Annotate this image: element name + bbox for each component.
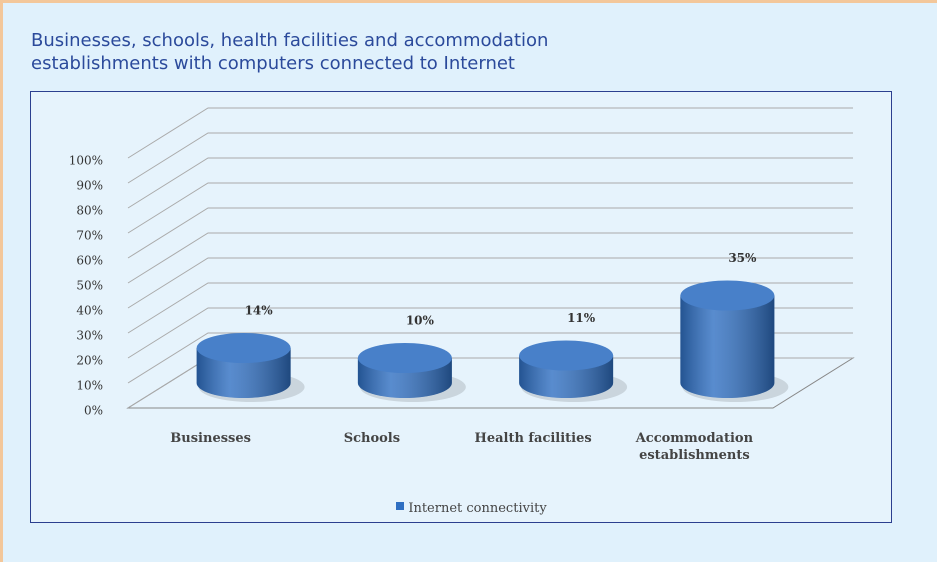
x-tick-label: Businesses [170,431,251,446]
grid-line [127,257,853,309]
value-label: 14% [245,304,274,318]
cylinder-top [680,280,775,311]
grid-line [127,282,853,334]
grid-line [127,332,853,384]
y-tick-label: 20% [76,354,103,368]
cylinder [519,340,628,402]
cylinder-top [196,333,291,363]
value-label: 10% [406,314,435,328]
cylinder-top [519,340,614,371]
x-tick-label: Schools [343,431,401,446]
y-tick-label: 30% [76,329,103,343]
y-tick-label: 100% [69,154,103,168]
y-tick-label: 80% [76,204,103,218]
cylinder-shade [680,295,775,398]
value-label: 11% [567,311,596,325]
chart-title: Businesses, schools, health facilities a… [31,30,549,74]
y-tick-label: 70% [76,229,103,243]
cylinder-top-shine [680,280,775,311]
y-tick-label: 0% [84,404,103,418]
cylinder-top-shine [196,333,291,363]
grid-line [127,307,853,359]
legend-label: Internet connectivity [408,501,547,516]
grid-line [127,107,853,159]
y-tick-label: 90% [76,179,103,193]
chart: 0% 10% 20% 30% 40% 50% 60% 70% 80% 90% 100% 14% 10% 1… [69,107,855,418]
y-tick-label: 10% [76,379,103,393]
grid-line [127,232,853,284]
legend-swatch [396,502,405,510]
y-tick-label: 50% [76,279,103,293]
grid-line [127,207,853,259]
cylinder-top-shine [357,343,452,373]
cylinder [357,343,466,402]
legend: Internet connectivity [3,501,937,516]
cylinder [680,280,789,402]
y-tick-label: 40% [76,304,103,318]
y-tick-label: 60% [76,254,103,268]
grid-line [127,132,853,184]
x-tick-label: Health facilities [474,431,592,446]
grid-line [127,182,853,234]
cylinder-top-shine [519,340,614,371]
value-label: 35% [728,251,757,265]
x-tick-label: Accommodation establishments [635,431,754,463]
grid-line [127,157,853,209]
cylinder-top [357,343,452,373]
cylinder [196,333,305,402]
